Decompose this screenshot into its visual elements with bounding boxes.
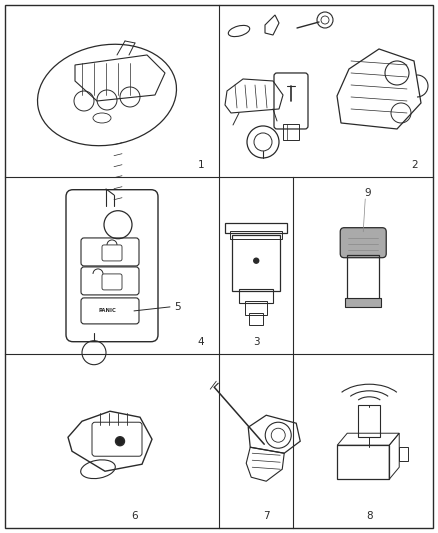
Bar (347, 255, 379, 300)
Text: 3: 3 (253, 337, 260, 348)
Bar (358, 405, 380, 437)
Bar (239, 289, 273, 303)
FancyBboxPatch shape (340, 228, 386, 257)
Text: 8: 8 (366, 511, 373, 521)
Text: 4: 4 (198, 337, 204, 348)
Bar (230, 231, 282, 239)
Bar (225, 223, 287, 233)
Text: 9: 9 (364, 188, 371, 198)
Text: 6: 6 (132, 511, 138, 521)
Circle shape (116, 437, 124, 446)
Bar (249, 313, 263, 325)
Bar (283, 124, 299, 140)
Text: 7: 7 (263, 511, 269, 521)
Bar (232, 235, 280, 290)
Circle shape (254, 258, 259, 263)
Bar (345, 298, 381, 306)
Text: 2: 2 (412, 160, 418, 170)
Bar (399, 447, 408, 461)
Bar (337, 445, 389, 479)
Text: 1: 1 (198, 160, 204, 170)
Text: 5: 5 (174, 302, 180, 312)
Bar (245, 301, 267, 314)
Text: PANIC: PANIC (98, 309, 116, 313)
